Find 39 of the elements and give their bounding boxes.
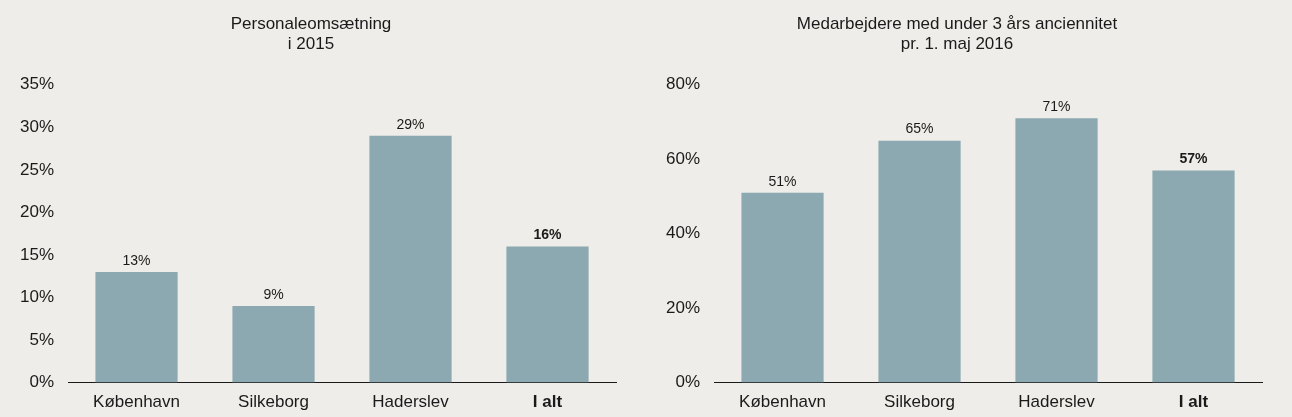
- y-tick-label: 35%: [19, 74, 55, 94]
- chart-title: Personaleomsætning i 2015: [230, 13, 392, 54]
- y-tick-label: 15%: [19, 244, 55, 264]
- y-tick-label: 80%: [665, 74, 701, 94]
- data-label: 71%: [1042, 98, 1071, 115]
- bar: [741, 192, 824, 383]
- bar: [506, 246, 589, 383]
- x-tick-label: I alt: [1178, 392, 1209, 412]
- y-tick-label: 20%: [665, 297, 701, 317]
- y-tick-label: 5%: [29, 329, 55, 349]
- data-label: 13%: [122, 251, 151, 268]
- y-tick-label: 25%: [19, 159, 55, 179]
- bar: [1015, 118, 1098, 383]
- x-tick-label: København: [93, 392, 180, 412]
- bar: [95, 271, 178, 383]
- data-label: 57%: [1179, 150, 1209, 167]
- y-tick-label: 20%: [19, 202, 55, 222]
- y-tick-label: 30%: [19, 117, 55, 137]
- y-tick-label: 0%: [29, 372, 55, 392]
- data-label: 16%: [533, 226, 563, 243]
- y-tick-label: 40%: [665, 223, 701, 243]
- bar: [878, 140, 961, 383]
- x-tick-label: I alt: [532, 392, 563, 412]
- y-tick-label: 10%: [19, 287, 55, 307]
- data-label: 29%: [396, 115, 425, 132]
- bar: [232, 306, 315, 383]
- y-tick-label: 60%: [665, 148, 701, 168]
- data-label: 65%: [905, 120, 934, 137]
- x-tick-label: Haderslev: [1018, 392, 1096, 412]
- data-label: 51%: [768, 172, 797, 189]
- bar: [1152, 170, 1235, 383]
- x-tick-label: København: [739, 392, 826, 412]
- x-tick-label: Haderslev: [372, 392, 450, 412]
- chart-title: Medarbejdere med under 3 års anciennitet pr. 1. maj 2016: [796, 13, 1118, 54]
- bar: [369, 135, 452, 383]
- data-label: 9%: [263, 285, 284, 302]
- y-tick-label: 0%: [675, 372, 701, 392]
- x-tick-label: Silkeborg: [884, 392, 955, 412]
- x-tick-label: Silkeborg: [238, 392, 309, 412]
